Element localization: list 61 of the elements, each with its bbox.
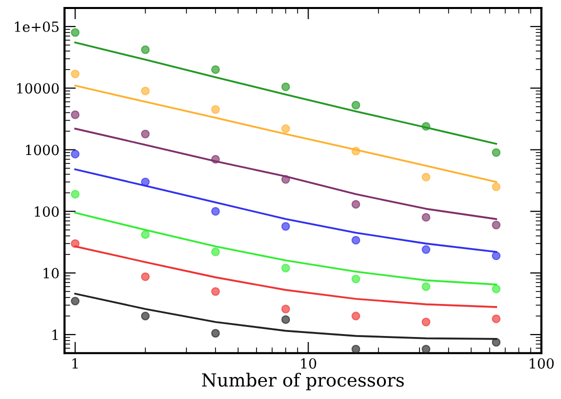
y-tick-label: 10: [44, 268, 59, 278]
point: [281, 175, 290, 184]
point: [281, 315, 290, 324]
point: [140, 178, 150, 186]
point: [492, 148, 501, 157]
point: [70, 296, 80, 306]
point: [140, 86, 150, 96]
point: [492, 251, 501, 260]
x-axis-title: Number of processors: [202, 372, 404, 390]
point: [422, 344, 430, 354]
point: [351, 236, 360, 245]
y-tick-label: 1000: [26, 144, 59, 156]
point: [70, 28, 80, 37]
point: [351, 274, 360, 284]
point: [140, 272, 150, 282]
point: [281, 264, 290, 272]
point: [211, 206, 220, 216]
point: [211, 248, 220, 256]
point: [140, 130, 150, 138]
point: [70, 190, 80, 199]
point: [70, 150, 80, 158]
y-tick-label: 1e+05: [14, 21, 59, 32]
point: [70, 110, 80, 120]
point: [351, 100, 360, 110]
point: [422, 318, 430, 326]
point: [351, 146, 360, 156]
point: [281, 304, 290, 314]
point: [211, 65, 220, 74]
point: [281, 82, 290, 92]
point: [351, 312, 360, 320]
point: [351, 200, 360, 209]
point: [140, 230, 150, 239]
y-tick-label: 100: [34, 206, 59, 217]
point: [492, 314, 501, 324]
point: [211, 105, 220, 114]
point: [492, 182, 501, 192]
y-tick-label: 1: [52, 330, 58, 340]
point: [70, 70, 80, 78]
point: [281, 124, 290, 134]
y-tick-label: 10000: [17, 83, 59, 94]
point: [351, 344, 360, 354]
line-series: [74, 42, 498, 145]
point: [281, 222, 290, 231]
point: [492, 284, 501, 294]
point: [422, 172, 430, 182]
point: [422, 282, 430, 291]
point: [70, 239, 80, 248]
x-tick-label: 10: [301, 358, 316, 369]
line-series: [74, 128, 498, 220]
point: [422, 245, 430, 254]
x-tick-label: 100: [530, 358, 554, 369]
point: [211, 287, 220, 296]
point: [492, 220, 501, 230]
point: [140, 312, 150, 320]
point: [211, 328, 220, 338]
point: [422, 212, 430, 222]
point: [492, 338, 501, 347]
point: [211, 154, 220, 164]
point: [140, 45, 150, 54]
point: [422, 122, 430, 131]
x-tick-label: 1: [72, 358, 78, 369]
